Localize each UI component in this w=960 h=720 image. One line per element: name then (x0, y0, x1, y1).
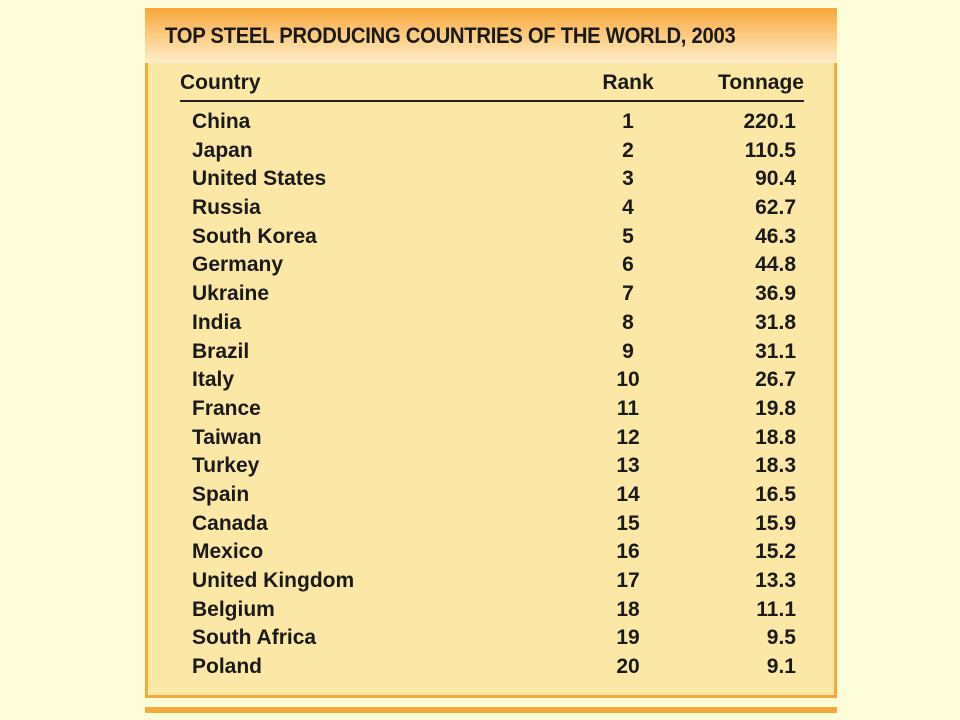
cell-tonnage: 31.1 (755, 339, 796, 363)
table-header-row: Country Rank Tonnage (180, 68, 804, 102)
cell-tonnage: 15.2 (755, 540, 796, 564)
cell-rank: 17 (616, 569, 640, 592)
cell-rank: 5 (622, 224, 634, 248)
cell-tonnage: 16.5 (755, 482, 796, 506)
cell-tonnage: 9.1 (766, 655, 796, 679)
cell-tonnage: 62.7 (755, 196, 796, 220)
cell-rank: 1 (622, 110, 634, 133)
table-row: Turkey 13 18.3 (180, 452, 804, 481)
cell-tonnage: 44.8 (755, 253, 796, 277)
table-row: United States 3 90.4 (180, 165, 804, 194)
cell-tonnage: 90.4 (755, 167, 796, 191)
cell-rank: 11 (616, 396, 640, 420)
table-row: South Africa 19 9.5 (180, 624, 804, 653)
cell-rank: 8 (622, 310, 634, 334)
cell-country: Spain (192, 482, 250, 506)
cell-rank: 3 (622, 167, 634, 191)
table-row: China 1 220.1 (180, 108, 804, 137)
cell-rank: 18 (616, 597, 640, 621)
cell-tonnage: 15.9 (755, 511, 796, 535)
cell-tonnage: 31.8 (755, 310, 796, 334)
cell-country: Poland (192, 655, 263, 679)
cell-rank: 7 (622, 282, 634, 306)
table-row: United Kingdom 17 13.3 (180, 567, 804, 596)
header-tonnage: Tonnage (718, 71, 804, 94)
cell-tonnage: 110.5 (744, 138, 796, 162)
cell-tonnage: 36.9 (755, 282, 796, 306)
cell-rank: 20 (616, 655, 640, 679)
cell-rank: 19 (616, 626, 640, 650)
table-row: Ukraine 7 36.9 (180, 280, 804, 309)
table-row: Brazil 9 31.1 (180, 338, 804, 367)
cell-country: United States (192, 167, 327, 191)
table-title: TOP STEEL PRODUCING COUNTRIES OF THE WOR… (165, 22, 736, 48)
table-row: Belgium 18 11.1 (180, 596, 804, 625)
cell-country: United Kingdom (192, 569, 355, 592)
cell-country: Belgium (192, 597, 275, 621)
cell-country: Taiwan (192, 425, 262, 449)
cell-rank: 13 (616, 454, 640, 478)
cell-rank: 9 (622, 339, 634, 363)
table-row: Poland 20 9.1 (180, 653, 804, 682)
table-row: Italy 10 26.7 (180, 366, 804, 395)
cell-rank: 14 (616, 482, 640, 506)
cell-tonnage: 46.3 (755, 224, 796, 248)
header-country: Country (180, 71, 261, 94)
table-row: Japan 2 110.5 (180, 137, 804, 166)
cell-country: Japan (192, 138, 253, 162)
cell-tonnage: 19.8 (755, 396, 796, 420)
cell-tonnage: 13.3 (755, 569, 796, 592)
steel-table-panel: TOP STEEL PRODUCING COUNTRIES OF THE WOR… (145, 8, 837, 698)
cell-country: Ukraine (192, 282, 270, 306)
cell-tonnage: 9.5 (766, 626, 796, 650)
table-body: China 1 220.1 Japan 2 110.5 United States 3 90.4… (180, 108, 804, 682)
cell-rank: 10 (616, 368, 640, 392)
cell-rank: 6 (622, 253, 634, 277)
cell-country: Turkey (192, 454, 260, 478)
cell-country: France (192, 396, 261, 420)
cell-rank: 12 (616, 425, 640, 449)
table-row: India 8 31.8 (180, 309, 804, 338)
cell-tonnage: 26.7 (755, 368, 796, 392)
cell-country: Mexico (192, 540, 264, 564)
cell-country: Italy (192, 368, 235, 392)
table-row: Spain 14 16.5 (180, 481, 804, 510)
cell-tonnage: 18.8 (755, 425, 796, 449)
cell-rank: 2 (622, 138, 634, 162)
table-row: Germany 6 44.8 (180, 251, 804, 280)
cell-tonnage: 11.1 (756, 597, 796, 621)
table-row: Canada 15 15.9 (180, 510, 804, 539)
cell-rank: 4 (622, 196, 634, 220)
table-row: Taiwan 12 18.8 (180, 424, 804, 453)
header-rank: Rank (602, 71, 654, 94)
table-row: Russia 4 62.7 (180, 194, 804, 223)
cell-country: South Korea (192, 224, 317, 248)
cell-country: Germany (192, 253, 284, 277)
table-row: Mexico 16 15.2 (180, 538, 804, 567)
table-row: South Korea 5 46.3 (180, 223, 804, 252)
cell-rank: 16 (616, 540, 640, 564)
cell-country: South Africa (192, 626, 317, 650)
table-title-bar: TOP STEEL PRODUCING COUNTRIES OF THE WOR… (145, 8, 837, 63)
cell-country: Brazil (192, 339, 250, 363)
cell-rank: 15 (616, 511, 640, 535)
cell-country: China (192, 110, 251, 133)
bottom-rule (145, 707, 837, 713)
cell-country: Russia (192, 196, 261, 220)
cell-country: India (192, 310, 242, 334)
table-row: France 11 19.8 (180, 395, 804, 424)
cell-tonnage: 18.3 (755, 454, 796, 478)
cell-tonnage: 220.1 (743, 110, 796, 133)
cell-country: Canada (192, 511, 268, 535)
